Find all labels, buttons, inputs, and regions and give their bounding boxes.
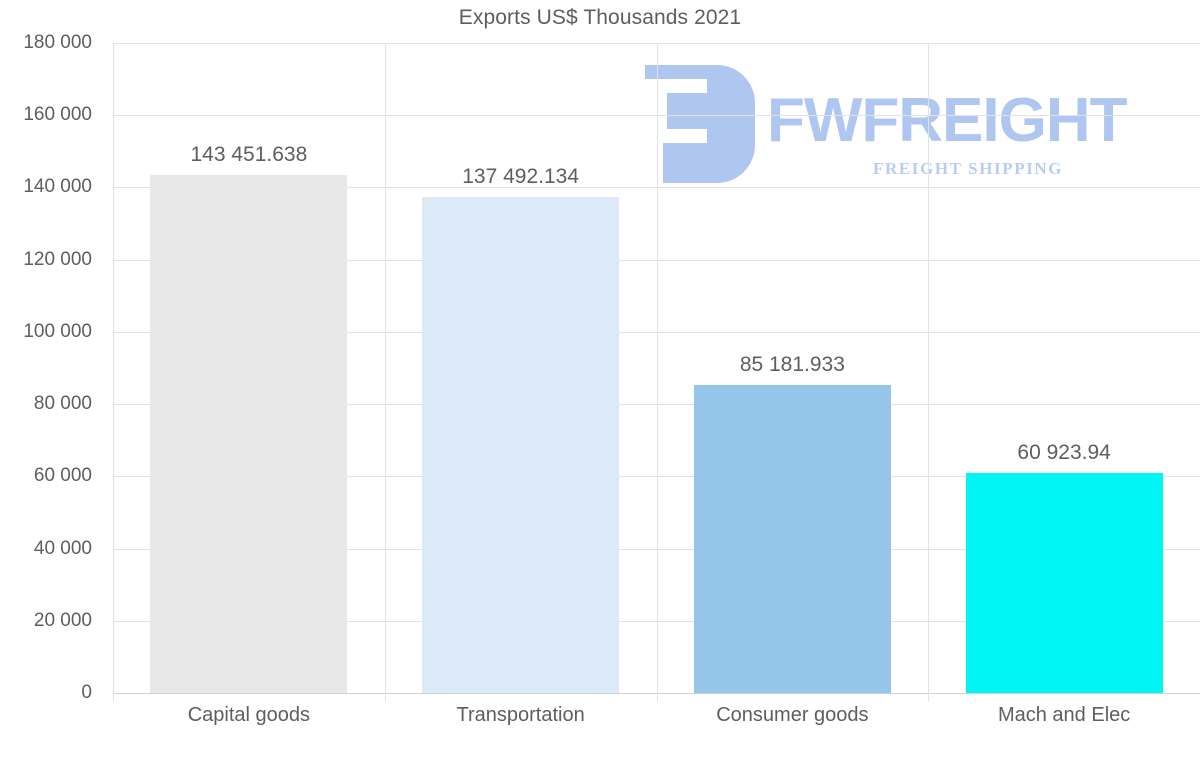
y-axis-tick-label: 40 000 [33, 537, 92, 559]
bar-value-label: 60 923.94 [1017, 440, 1111, 464]
category-separator [656, 43, 658, 701]
x-axis-tick-label: Capital goods [187, 704, 311, 726]
y-axis-tick-label: 180 000 [23, 32, 92, 53]
y-axis-tick-label: 100 000 [23, 320, 92, 342]
y-axis-tick-label: 160 000 [23, 104, 92, 126]
chart-title: Exports US$ Thousands 2021 [458, 6, 742, 29]
x-axis-tick-label: Transportation [456, 704, 585, 726]
y-axis-tick-label: 140 000 [23, 176, 92, 198]
y-axis-tick-label: 0 [81, 682, 92, 703]
bar-value-label: 143 451.638 [190, 142, 308, 166]
y-axis-tick-label: 120 000 [23, 248, 92, 270]
y-axis-tick-label: 80 000 [33, 393, 92, 415]
bar[interactable] [422, 196, 620, 693]
bar[interactable] [150, 174, 348, 693]
bar[interactable] [693, 385, 891, 693]
x-axis-tick-label: Mach and Elec [997, 704, 1131, 726]
category-separator [928, 43, 930, 701]
bar-value-label: 85 181.933 [739, 353, 845, 377]
bar-value-label: 137 492.134 [462, 164, 580, 188]
x-axis-tick-label: Consumer goods [716, 704, 869, 726]
y-axis-tick-label: 20 000 [33, 609, 92, 631]
y-axis-tick-label: 60 000 [33, 465, 92, 487]
category-separator [384, 43, 386, 701]
bar[interactable] [965, 473, 1163, 693]
plot-area: 143 451.638 137 492.134 85 181.933 60 923.9… [113, 43, 1200, 701]
category-separator [113, 43, 114, 701]
